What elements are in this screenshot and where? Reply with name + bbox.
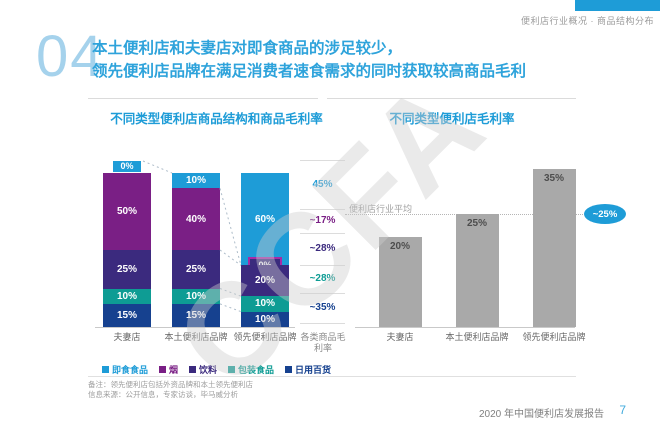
x-axis xyxy=(355,327,575,328)
legend-label: 烟 xyxy=(168,365,178,375)
legend-label: 饮料 xyxy=(198,365,217,375)
bar-本土便利店品牌 xyxy=(455,214,499,327)
legend-swatch-烟 xyxy=(158,366,166,373)
legend-label: 即食食品 xyxy=(111,365,148,375)
margin-value: ~28% xyxy=(309,243,336,254)
header-accent-bar xyxy=(575,0,660,11)
segment-包装食品: 10% xyxy=(172,288,220,304)
margin-column-separator xyxy=(300,160,345,161)
footer-page-number: 7 xyxy=(619,403,626,417)
legend-item: 烟 xyxy=(158,363,178,376)
segment-即食食品: 10% xyxy=(172,173,220,189)
x-label-category: 夫妻店 xyxy=(386,332,414,342)
legend-item: 日用百货 xyxy=(285,363,331,376)
legend-swatch-饮料 xyxy=(188,366,196,373)
headline-line-1: 本土便利店和夫妻店对即食商品的涉足较少， xyxy=(92,40,403,57)
x-label-category: 本土便利店品牌 xyxy=(164,332,228,342)
legend-swatch-包装食品 xyxy=(228,366,235,373)
right-panel-rule xyxy=(327,98,576,99)
bar-value-label: 25% xyxy=(466,218,487,229)
section-breadcrumb: 便利店行业概况 · 商品结构分布 xyxy=(521,16,654,26)
legend-label: 包装食品 xyxy=(238,365,275,375)
footnote-rule xyxy=(88,376,576,377)
x-label-category: 领先便利店品牌 xyxy=(233,332,297,342)
segment-饮料: 25% xyxy=(172,250,220,289)
headline: 本土便利店和夫妻店对即食商品的涉足较少， 领先便利店品牌在满足消费者速食需求的同… xyxy=(92,37,526,83)
industry-average-badge: ~25% xyxy=(584,204,626,224)
segment-日用百货: 15% xyxy=(172,303,220,327)
margin-column-separator xyxy=(300,209,345,210)
x-label-category: 本土便利店品牌 xyxy=(445,332,509,342)
bar-夫妻店 xyxy=(378,236,422,327)
x-label-category: 夫妻店 xyxy=(113,332,141,342)
margin-column-separator xyxy=(300,293,345,294)
margin-value: ~17% xyxy=(309,215,336,226)
legend-item: 即食食品 xyxy=(101,363,148,376)
legend-item: 饮料 xyxy=(188,363,217,376)
margin-column-header: 各类商品毛利率 xyxy=(300,332,346,353)
left-panel-rule xyxy=(88,98,318,99)
headline-line-2: 领先便利店品牌在满足消费者速食需求的同时获取较高商品毛利 xyxy=(92,63,527,80)
legend-swatch-即食食品 xyxy=(101,366,109,373)
segment-饮料: 20% xyxy=(241,265,289,297)
margin-value: 45% xyxy=(312,178,333,190)
segment-烟: 40% xyxy=(172,188,220,250)
chart-legend: 即食食品 烟 饮料 包装食品 日用百货 xyxy=(88,363,345,376)
margin-column-separator xyxy=(300,233,345,234)
margin-value: ~35% xyxy=(309,302,336,313)
segment-日用百货: 15% xyxy=(103,303,151,327)
industry-average-label: 便利店行业平均 xyxy=(349,204,413,214)
right-chart-title: 不同类型便利店毛利率 xyxy=(389,112,515,126)
footnote-source: 信息来源：公开信息，专家访谈，毕马威分析 xyxy=(88,390,238,399)
legend-item: 包装食品 xyxy=(228,363,274,376)
segment-包装食品: 10% xyxy=(103,288,151,304)
x-axis xyxy=(95,327,295,328)
footnote-note: 备注：领先便利店包括外资品牌和本土领先便利店 xyxy=(88,380,253,389)
slide-number: 04 xyxy=(36,24,105,89)
segment-即食食品: 60% xyxy=(241,173,289,266)
margin-column-separator xyxy=(300,323,345,324)
margin-column-separator xyxy=(300,265,345,266)
segment-日用百货: 10% xyxy=(241,311,289,327)
legend-label: 日用百货 xyxy=(295,365,332,375)
x-label-category: 领先便利店品牌 xyxy=(522,332,586,342)
zero-label-即食食品: 0% xyxy=(112,160,142,173)
segment-烟: 50% xyxy=(103,173,151,250)
bar-value-label: 35% xyxy=(543,172,564,184)
footer-report-title: 2020 年中国便利店发展报告 xyxy=(478,409,604,420)
bar-value-label: 20% xyxy=(389,240,410,252)
left-chart-title: 不同类型便利店商品结构和商品毛利率 xyxy=(110,112,323,126)
stacked-bar-chart: 0%50%25%10%15%10%40%25%10%15%60%0%20%10%… xyxy=(95,150,346,362)
bar-领先便利店品牌 xyxy=(532,168,576,327)
margin-value: ~28% xyxy=(309,273,336,284)
legend-swatch-日用百货 xyxy=(285,366,293,373)
segment-包装食品: 10% xyxy=(241,296,289,312)
segment-connector-lines xyxy=(142,160,242,313)
margin-bar-chart: 便利店行业平均 20% 25% 35% ~25% 夫妻店 本土便利店品牌 领先便利店品牌 xyxy=(345,150,635,362)
segment-饮料: 25% xyxy=(103,250,151,289)
